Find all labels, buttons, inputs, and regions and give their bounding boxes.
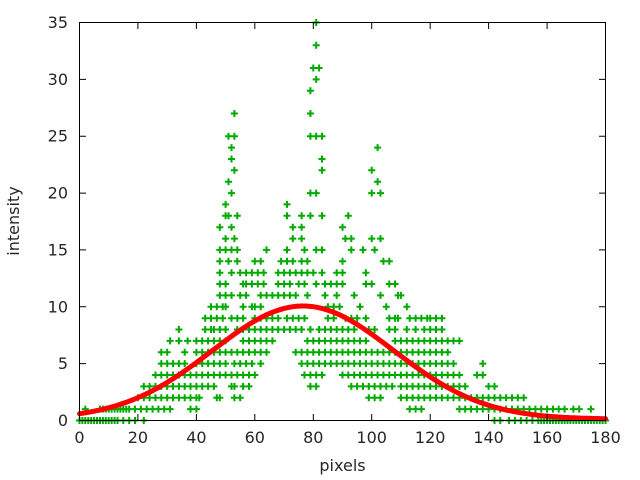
y-tick-label: 0 bbox=[58, 411, 68, 430]
scatter-plus-markers bbox=[76, 19, 609, 424]
x-tick-label: 20 bbox=[128, 428, 148, 447]
y-tick-label: 35 bbox=[48, 13, 68, 32]
plot-border bbox=[79, 22, 606, 421]
x-tick-label: 0 bbox=[74, 428, 84, 447]
axis-ticks bbox=[79, 22, 606, 421]
y-axis-title: intensity bbox=[4, 186, 23, 256]
y-tick-label: 25 bbox=[48, 127, 68, 146]
x-tick-label: 140 bbox=[473, 428, 504, 447]
x-axis-title: pixels bbox=[319, 456, 366, 475]
x-tick-label: 180 bbox=[590, 428, 621, 447]
x-tick-label: 160 bbox=[532, 428, 563, 447]
x-tick-label: 80 bbox=[303, 428, 323, 447]
y-tick-label: 20 bbox=[48, 184, 68, 203]
y-tick-label: 10 bbox=[48, 297, 68, 316]
fit-curve bbox=[77, 303, 608, 422]
x-tick-label: 40 bbox=[186, 428, 206, 447]
y-tick-label: 5 bbox=[58, 354, 68, 373]
x-tick-label: 60 bbox=[245, 428, 265, 447]
x-tick-label: 120 bbox=[415, 428, 446, 447]
y-tick-label: 15 bbox=[48, 240, 68, 259]
x-tick-label: 100 bbox=[356, 428, 387, 447]
y-tick-label: 30 bbox=[48, 70, 68, 89]
